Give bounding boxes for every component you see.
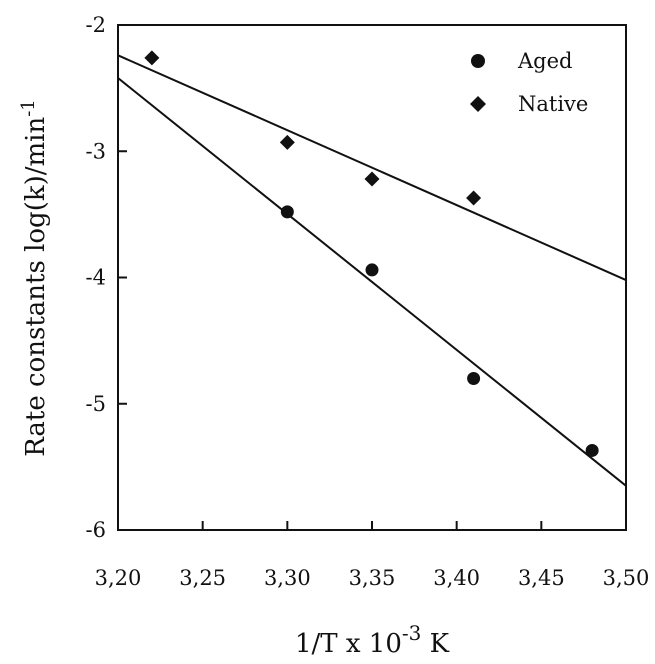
y-axis-label-exponent: -1	[18, 99, 39, 117]
data-point-aged	[467, 372, 481, 385]
legend-label-aged: Aged	[517, 49, 572, 73]
x-tick-label: 3,45	[518, 566, 565, 590]
fit-line-aged	[117, 77, 627, 487]
y-tick-label: -6	[86, 518, 106, 542]
x-tick-label: 3,35	[349, 566, 396, 590]
x-axis-label-exponent: -3	[402, 621, 421, 645]
data-point-aged	[280, 205, 294, 219]
x-axis-ticks: 3,20 3,25 3,30 3,35 3,40 3,45 3,50	[95, 521, 650, 590]
legend-marker-aged	[471, 54, 485, 68]
legend-label-native: Native	[518, 92, 588, 116]
x-axis-label: 1/T x 10-3 K	[295, 621, 450, 659]
legend-marker-native	[470, 96, 486, 112]
data-point-aged	[365, 263, 379, 277]
y-axis-label-base: Rate constants log(k)/min	[21, 117, 51, 457]
x-axis-label-base: 1/T x 10	[295, 629, 402, 659]
x-tick-label: 3,40	[433, 566, 480, 590]
x-axis-label-unit: K	[421, 629, 449, 659]
fit-line-native	[117, 54, 627, 281]
x-tick-label: 3,30	[264, 566, 311, 590]
x-tick-label: 3,20	[95, 566, 142, 590]
data-point-native	[144, 50, 160, 66]
fit-lines	[117, 54, 627, 487]
y-axis-ticks: -2 -3 -4 -5 -6	[86, 13, 127, 542]
data-point-native	[466, 190, 482, 206]
data-points	[144, 50, 599, 457]
data-point-aged	[585, 443, 599, 457]
x-tick-label: 3,50	[603, 566, 650, 590]
data-point-native	[364, 171, 380, 187]
y-tick-label: -4	[86, 266, 106, 290]
y-axis-label: Rate constants log(k)/min-1	[18, 99, 51, 457]
x-tick-label: 3,25	[179, 566, 226, 590]
y-tick-label: -3	[86, 139, 106, 163]
y-tick-label: -5	[86, 392, 106, 416]
legend: Aged Native	[470, 49, 588, 116]
y-tick-label: -2	[86, 13, 106, 37]
data-point-native	[279, 134, 295, 150]
